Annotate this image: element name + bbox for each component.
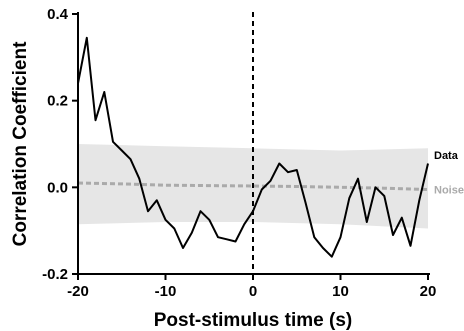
- x-tick-label: 0: [249, 283, 257, 300]
- y-tick-label: 0.2: [47, 93, 68, 110]
- x-tick-label: 20: [420, 283, 437, 300]
- y-tick-label: 0.4: [47, 6, 69, 23]
- x-tick-label: 10: [332, 283, 349, 300]
- series-line-noise: [77, 181, 429, 191]
- x-tick-label: -10: [155, 283, 177, 300]
- x-axis-title: Post-stimulus time (s): [154, 310, 352, 331]
- legend-label-data: Data: [434, 150, 459, 162]
- y-tick-label: -0.2: [42, 266, 68, 283]
- x-tick-label: -20: [67, 283, 89, 300]
- y-axis-title: Correlation Coefficient: [10, 41, 31, 246]
- legend-label-noise: Noise: [434, 185, 464, 197]
- y-tick-label: 0.0: [47, 179, 68, 196]
